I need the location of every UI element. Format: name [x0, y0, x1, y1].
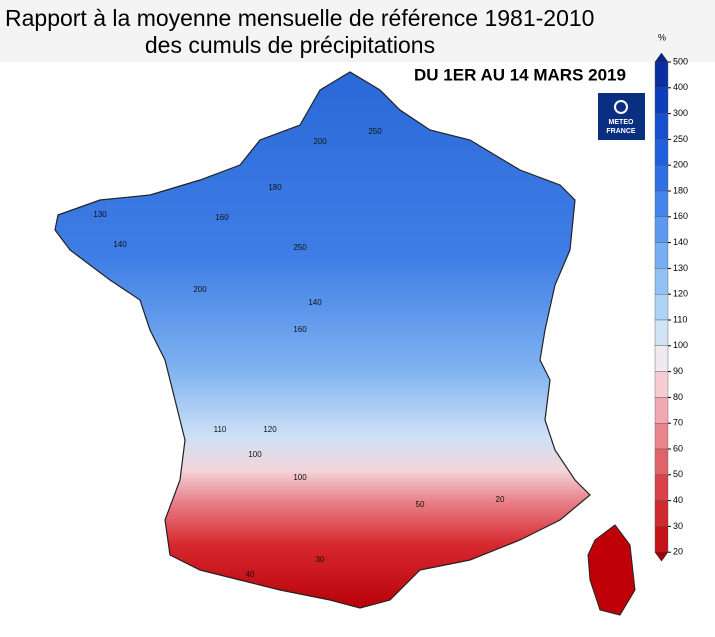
legend-swatch — [654, 242, 669, 269]
legend-tick-label: 80 — [673, 392, 683, 402]
legend-tick-label: 60 — [673, 443, 683, 453]
france-mainland — [54, 71, 591, 609]
contour-label: 200 — [193, 285, 207, 294]
contour-label: 120 — [263, 425, 277, 434]
legend-swatch — [654, 61, 669, 88]
legend-swatch — [654, 190, 669, 217]
legend-swatch — [654, 371, 669, 398]
legend-swatch — [654, 345, 669, 372]
legend-tick-label: 160 — [673, 211, 688, 221]
legend-tick-label: 140 — [673, 237, 688, 247]
contour-label: 140 — [113, 240, 127, 249]
legend-swatch — [654, 474, 669, 501]
legend-tick-label: 130 — [673, 263, 688, 273]
legend-tick-label: 250 — [673, 134, 688, 144]
legend-swatch — [654, 164, 669, 192]
legend-swatch — [654, 113, 669, 140]
contour-label: 20 — [496, 495, 505, 504]
legend-tick-label: 50 — [673, 469, 683, 479]
legend-tick-label: 400 — [673, 82, 688, 92]
title-line-2: des cumuls de précipitations — [145, 32, 435, 58]
legend-swatch — [654, 139, 669, 166]
date-label: DU 1ER AU 14 MARS 2019 — [414, 65, 626, 84]
contour-label: 160 — [293, 325, 307, 334]
corsica — [587, 524, 636, 616]
legend-swatch — [654, 268, 669, 295]
logo-line-1: METEO — [609, 119, 634, 126]
contour-label: 130 — [93, 210, 107, 219]
legend-tick-label: 110 — [673, 314, 687, 324]
legend-tick-label: 200 — [673, 160, 688, 170]
legend-tick-label: 300 — [673, 108, 688, 118]
legend-tick-label: 30 — [673, 521, 683, 531]
logo-icon — [614, 100, 628, 114]
contour-label: 30 — [316, 555, 325, 564]
contour-label: 100 — [248, 450, 262, 459]
title-line-1: Rapport à la moyenne mensuelle de référe… — [5, 5, 594, 31]
legend-unit: % — [658, 32, 666, 42]
legend-swatch — [654, 526, 669, 553]
legend-swatch — [654, 448, 669, 475]
legend-tick-label: 20 — [673, 547, 683, 557]
legend-swatch — [654, 294, 669, 321]
legend-tick-label: 120 — [673, 289, 688, 299]
contour-label: 160 — [215, 213, 229, 222]
legend-under — [654, 551, 669, 562]
legend-tick-label: 500 — [673, 56, 688, 66]
contour-label: 200 — [313, 137, 327, 146]
legend-swatch — [654, 423, 669, 450]
contour-label: 180 — [268, 183, 282, 192]
legend-swatch — [654, 397, 669, 424]
legend-tick-label: 70 — [673, 418, 683, 428]
contour-label: 140 — [308, 298, 322, 307]
logo-line-2: FRANCE — [606, 128, 635, 135]
legend-swatch — [654, 500, 669, 527]
contour-label: 50 — [416, 500, 425, 509]
legend: 500 400 300 250 200 180 160 140 130 120 110 100 90 80… — [654, 52, 688, 562]
legend-over — [654, 52, 669, 63]
contour-label: 250 — [293, 243, 307, 252]
contour-label: 100 — [293, 473, 307, 482]
legend-tick-label: 100 — [673, 340, 688, 350]
contour-label: 110 — [214, 425, 227, 434]
legend-tick-label: 90 — [673, 366, 683, 376]
legend-tick-label: 180 — [673, 185, 688, 195]
contour-labels: 250 200 180 160 140 130 250 200 160 140 100 120 110 1… — [93, 127, 505, 579]
legend-swatch — [654, 319, 669, 346]
contour-label: 40 — [246, 570, 255, 579]
legend-tick-label: 40 — [673, 495, 683, 505]
legend-swatch — [654, 87, 669, 114]
title-band — [0, 0, 715, 62]
contour-label: 250 — [368, 127, 382, 136]
legend-swatch — [654, 216, 669, 243]
